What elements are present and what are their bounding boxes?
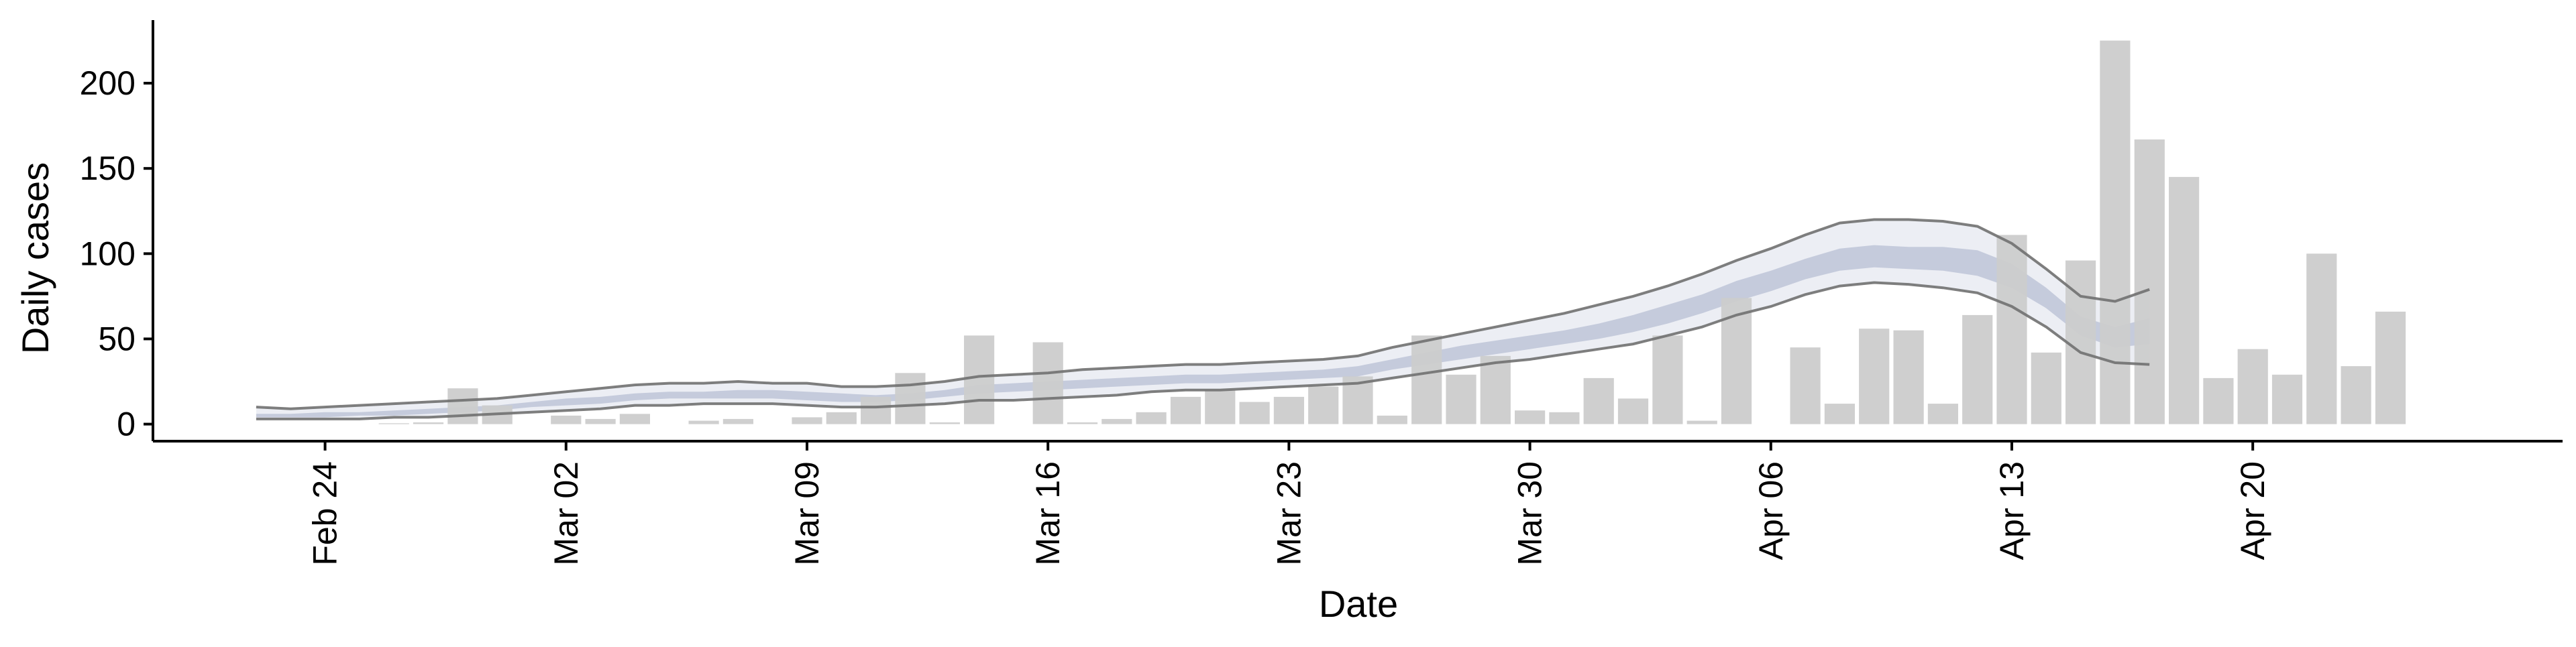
bar (2100, 40, 2131, 424)
bar (1205, 390, 1236, 424)
bar (2169, 176, 2200, 424)
band-50-area (256, 245, 2150, 418)
bar (1927, 404, 1958, 424)
bar (1032, 342, 1063, 424)
bar (2306, 253, 2337, 424)
bar (551, 415, 582, 424)
bar (1446, 374, 1477, 424)
bar (1790, 347, 1821, 424)
bar (1273, 396, 1304, 424)
bar (1962, 314, 1993, 424)
bar (2375, 311, 2406, 424)
axis-layer (152, 20, 2563, 443)
bar (1652, 335, 1683, 424)
tick-layer: 0 50 100 150 200 Feb 24 Mar 02 Mar 09 Mar 16 Mar … (80, 64, 2272, 566)
x-tick-label: Mar 02 (547, 461, 585, 566)
x-tick-label: Mar 09 (788, 461, 826, 566)
x-tick-label: Apr 06 (1752, 461, 1790, 560)
y-tick-label: 50 (98, 320, 136, 357)
x-tick-label: Apr 13 (1993, 461, 2031, 560)
y-axis-title: Daily cases (14, 162, 56, 354)
bar (1996, 235, 2027, 424)
bar (1411, 335, 1442, 424)
bar (722, 418, 753, 424)
bar (1824, 404, 1855, 424)
x-tick-label: Feb 24 (307, 461, 344, 566)
bar (2031, 352, 2061, 424)
bar (1721, 298, 1752, 424)
bar (1377, 415, 1407, 424)
bar (1239, 402, 1270, 424)
band-lower-line (256, 281, 2150, 420)
bar (1686, 420, 1717, 424)
bar (1308, 386, 1339, 424)
bar (585, 418, 616, 424)
bar (1102, 418, 1132, 424)
bar (1136, 412, 1167, 424)
bar (2271, 374, 2303, 424)
bar (826, 412, 857, 424)
bar (861, 396, 892, 424)
x-axis-title: Date (1319, 583, 1398, 625)
line-layer (256, 218, 2150, 420)
bar (792, 417, 822, 424)
bar (2237, 349, 2268, 424)
y-tick-label: 200 (80, 64, 136, 102)
bar (2065, 260, 2096, 424)
band-upper-line (256, 218, 2150, 410)
bar (1067, 422, 1098, 424)
y-tick-label: 150 (80, 150, 136, 187)
band-layer (256, 219, 2150, 419)
bar (1515, 410, 1546, 424)
bar (2134, 139, 2165, 424)
bar (2341, 366, 2371, 424)
bar (1859, 329, 1890, 424)
x-tick-label: Mar 23 (1270, 461, 1307, 566)
bar (1480, 355, 1511, 424)
y-tick-label: 100 (80, 235, 136, 272)
bar (1617, 398, 1649, 424)
bar-layer (378, 40, 2406, 424)
x-tick-label: Mar 30 (1511, 461, 1549, 566)
bar (378, 423, 409, 424)
x-tick-label: Apr 20 (2234, 461, 2271, 560)
bar (1549, 412, 1580, 424)
y-tick-label: 0 (117, 406, 136, 443)
bar (1583, 377, 1614, 424)
bar (688, 420, 719, 424)
bar (929, 422, 960, 424)
bar (413, 422, 444, 424)
x-tick-label: Mar 16 (1029, 461, 1067, 566)
bar (619, 414, 650, 424)
bar (2203, 377, 2234, 424)
bar (447, 388, 478, 424)
bar (964, 335, 995, 424)
bar (1893, 330, 1924, 424)
bar (895, 373, 926, 424)
bar (1170, 396, 1201, 424)
